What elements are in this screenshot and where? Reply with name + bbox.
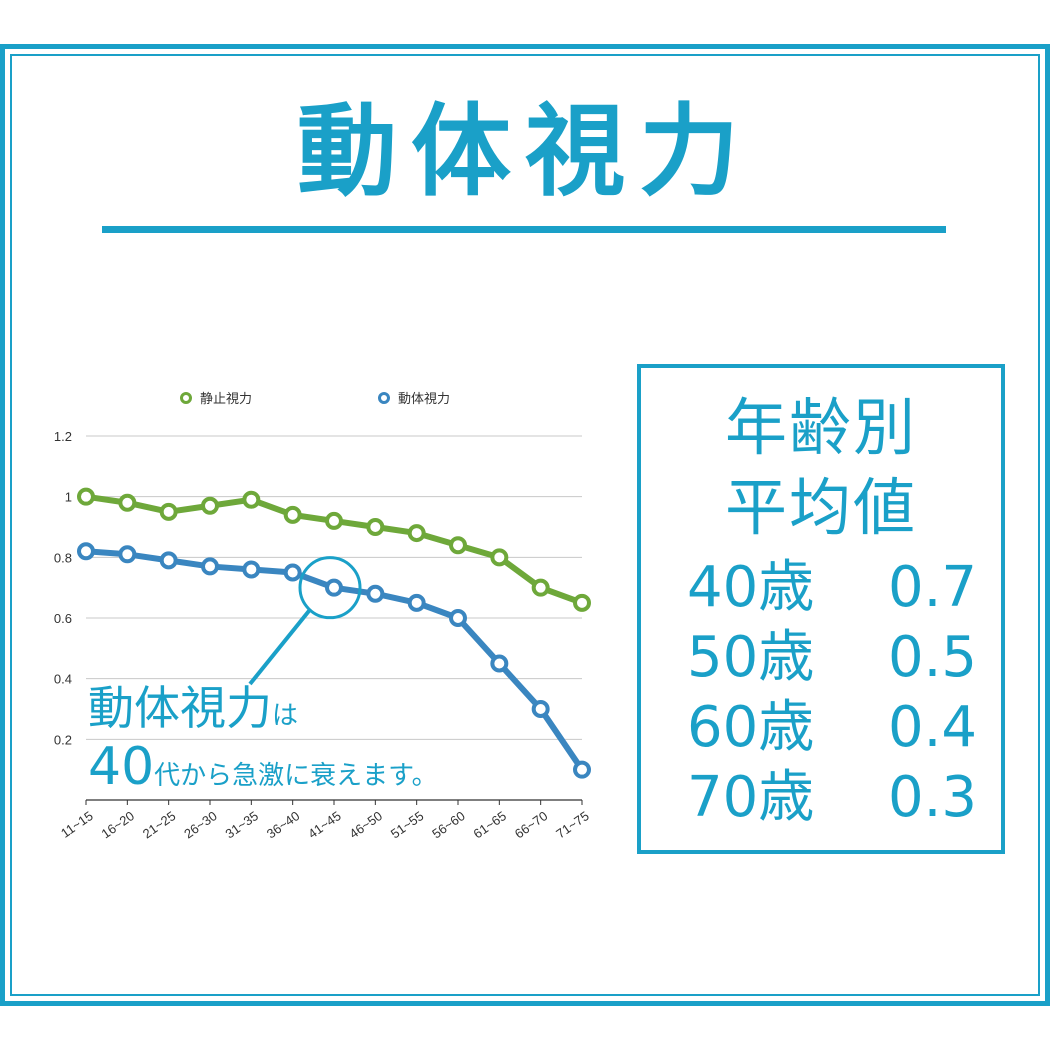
highlight-circle — [298, 556, 362, 620]
x-tick-label: 51~55 — [388, 808, 427, 841]
data-point — [159, 551, 178, 570]
x-axis-ticks: 11~15 16~20 21~25 26~30 31~35 36~40 41~45 46~50… — [58, 800, 592, 841]
data-point — [159, 502, 178, 521]
y-tick-label: 1.2 — [54, 429, 72, 444]
average-row-age: 50歳 — [687, 625, 815, 690]
y-tick-label: 1 — [65, 490, 72, 505]
data-point — [490, 654, 509, 673]
data-point — [573, 760, 591, 779]
average-row-value: 0.3 — [887, 765, 977, 830]
data-point — [325, 578, 343, 597]
data-point — [118, 493, 137, 512]
legend-label: 動体視力 — [398, 392, 450, 407]
x-tick-label: 36~40 — [264, 808, 303, 841]
title-underline — [102, 226, 946, 233]
data-point — [118, 545, 137, 564]
callout-age: 40 — [88, 737, 155, 797]
average-heading-line-2: 平均値 — [724, 471, 917, 544]
y-tick-label: 0.8 — [54, 550, 72, 565]
data-point — [77, 487, 95, 506]
outer-frame — [0, 44, 1050, 1006]
x-tick-label: 71~75 — [553, 808, 592, 841]
average-heading-line-1: 年齢別 — [724, 391, 917, 464]
callout-pointer-line — [248, 608, 312, 686]
data-point — [366, 518, 385, 536]
x-tick-label: 66~70 — [512, 808, 551, 841]
data-point — [490, 548, 509, 567]
chart-series — [77, 487, 591, 779]
x-tick-label: 46~50 — [347, 808, 386, 841]
legend-marker — [378, 392, 390, 404]
average-panel: 年齢別 平均値 40歳 0.7 50歳 0.5 60歳 0.4 70歳 0.3 — [637, 364, 1005, 854]
average-row: 40歳 0.7 — [687, 552, 977, 624]
data-point — [77, 542, 95, 561]
inner-frame — [10, 54, 1040, 996]
y-tick-label: 0.2 — [54, 732, 72, 747]
page-title: 動体視力 — [297, 93, 753, 210]
average-row-age: 70歳 — [687, 765, 815, 830]
y-tick-label: 0.6 — [54, 611, 72, 626]
x-tick-label: 26~30 — [181, 808, 220, 841]
average-row-age: 40歳 — [687, 555, 815, 620]
x-tick-label: 11~15 — [58, 808, 96, 841]
average-row-age: 60歳 — [687, 695, 815, 760]
data-point — [201, 557, 219, 576]
x-tick-label: 61~65 — [471, 808, 510, 841]
average-row: 50歳 0.5 — [687, 622, 977, 694]
data-point — [283, 563, 302, 582]
x-tick-label: 41~45 — [305, 808, 344, 841]
chart-legend: 静止視力 動体視力 — [180, 392, 450, 407]
legend-marker — [180, 392, 192, 404]
data-point — [531, 578, 550, 597]
average-row-value: 0.7 — [887, 555, 977, 620]
data-point — [407, 524, 426, 543]
callout-message: 代から急激に衰えます。 — [154, 761, 438, 791]
average-row: 70歳 0.3 — [687, 762, 977, 834]
data-point — [531, 700, 550, 718]
legend-label: 静止視力 — [200, 392, 252, 407]
average-row-value: 0.4 — [887, 695, 977, 760]
callout-keyword: 動体視力 — [88, 681, 272, 735]
data-point — [242, 490, 261, 509]
callout-line-1: 動体視力は — [88, 680, 298, 736]
data-point — [573, 593, 591, 612]
callout-particle: は — [272, 701, 299, 731]
y-tick-label: 0.4 — [54, 672, 72, 687]
data-point — [325, 511, 343, 530]
data-point — [366, 584, 385, 603]
line-chart: 1.2 1 0.8 0.6 0.4 0.2 11~15 16~20 21~25 26~30 31~… — [54, 392, 592, 841]
average-row: 60歳 0.4 — [687, 692, 977, 764]
data-point — [283, 505, 302, 524]
x-tick-label: 21~25 — [140, 808, 179, 841]
x-tick-label: 16~20 — [99, 808, 138, 841]
data-point — [449, 536, 467, 555]
data-point — [201, 496, 219, 515]
data-point — [407, 593, 426, 612]
data-point — [242, 560, 261, 579]
x-tick-label: 56~60 — [429, 808, 468, 841]
callout-line-2: 40代から急激に衰えます。 — [88, 738, 438, 796]
y-axis-ticks: 1.2 1 0.8 0.6 0.4 0.2 — [54, 429, 72, 747]
data-point — [449, 609, 467, 627]
x-tick-label: 31~35 — [223, 808, 262, 841]
average-row-value: 0.5 — [887, 625, 977, 690]
chart-highlight — [248, 556, 362, 686]
